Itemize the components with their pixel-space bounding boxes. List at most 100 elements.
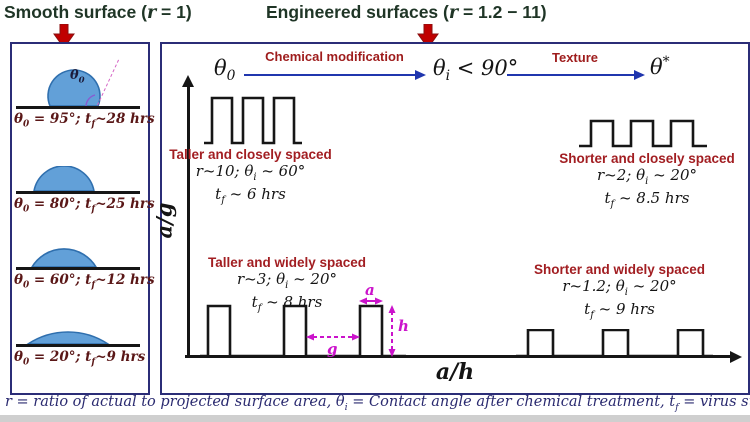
title-engineered-text: Engineered surfaces ( (266, 2, 449, 22)
theta-sup: * (662, 54, 670, 70)
theta-glyph: θ (214, 56, 227, 80)
quadrant-title: Shorter and widely spaced (533, 262, 706, 277)
caption-sub: f (91, 204, 96, 215)
droplet-caption-60: θ0 = 60°; tf~12 hrs (14, 272, 155, 291)
wave-shorter-widely-spaced (516, 329, 713, 358)
t-sub: f (257, 303, 262, 314)
dim-label-h: h (398, 317, 409, 335)
footnote-seg: = virus survival time (683, 394, 750, 410)
r-seg: r~10; θ (195, 162, 254, 180)
quadrant-r-line: r~10; θi ~ 60° (168, 163, 333, 186)
caption-sub: 0 (23, 204, 30, 215)
r-seg: ~ 60° (256, 162, 306, 180)
droplet-caption-80: θ0 = 80°; tf~25 hrs (14, 196, 155, 215)
r-sub: i (645, 176, 649, 187)
quadrant-title: Taller and widely spaced (207, 255, 367, 270)
theta-glyph: θ (433, 56, 446, 80)
r-seg: ~ 20° (648, 166, 697, 184)
caption-seg: θ (14, 349, 24, 365)
footnote: r = ratio of actual to projected surface… (5, 394, 750, 413)
dimension-arrows-icon (306, 297, 396, 357)
texture-label: Texture (552, 50, 598, 65)
wave-taller-widely-spaced (200, 304, 406, 358)
footnote-seg: r = ratio of actual to projected surface… (5, 394, 345, 410)
droplet-95-icon (47, 69, 101, 107)
caption-seg: ~25 hrs (95, 196, 155, 212)
r-seg: ~ 20° (627, 277, 677, 295)
droplet-baseline (16, 191, 140, 194)
droplet-caption-20: θ0 = 20°; tf~9 hrs (14, 349, 146, 368)
droplet-80-icon (33, 166, 95, 192)
quadrant-shorter-closely-spaced: Shorter and closely spaced r~2; θi ~ 20°… (552, 150, 742, 213)
footnote-seg: = Contact angle after chemical treatment… (347, 394, 676, 410)
caption-seg: ~12 hrs (95, 272, 155, 288)
r-sub: i (285, 280, 289, 291)
r-seg: r~3; θ (236, 270, 286, 288)
droplet-baseline (16, 106, 140, 109)
droplet-20-icon (26, 331, 110, 345)
r-seg: r~2; θ (596, 166, 646, 184)
title-smooth-text: Smooth surface ( (4, 2, 147, 22)
inequality-text: < 90° (450, 56, 519, 80)
dim-label-g: g (327, 340, 338, 358)
title-smooth-value: = 1) (156, 2, 192, 22)
footnote-sub-i: i (344, 401, 348, 413)
r-seg: ~ 20° (288, 270, 337, 288)
caption-sub: f (91, 357, 96, 368)
quadrant-t-line: tf ~ 9 hrs (522, 301, 717, 324)
title-engineered-surfaces: Engineered surfaces (r = 1.2 − 11) (266, 2, 547, 23)
r-sub: i (253, 172, 257, 183)
theta-sub: 0 (226, 68, 236, 85)
quadrant-title: Shorter and closely spaced (559, 151, 735, 166)
quadrant-r-line: r~1.2; θi ~ 20° (522, 278, 717, 301)
footnote-sub-f: f (675, 401, 679, 413)
quadrant-shorter-widely-spaced: Shorter and widely spaced r~1.2; θi ~ 20… (522, 261, 717, 324)
t-seg: ~ 8.5 hrs (614, 189, 690, 207)
theta0-symbol: θ0 (214, 56, 235, 84)
droplet-theta-glyph: θ (70, 68, 79, 83)
quadrant-r-line: r~3; θi ~ 20° (192, 271, 382, 294)
r-sub: i (624, 287, 628, 298)
x-axis-arrowhead-icon (730, 350, 742, 363)
caption-seg: = 80°; t (29, 196, 92, 212)
t-seg: t (584, 300, 591, 318)
droplet-baseline (16, 344, 140, 347)
chemical-modification-arrow (244, 69, 426, 80)
t-seg: ~ 6 hrs (224, 185, 286, 203)
dim-label-a: a (365, 281, 375, 299)
quadrant-title: Taller and closely spaced (169, 147, 332, 162)
bottom-gray-strip (0, 415, 750, 422)
arrow-down-engineered-icon (417, 24, 439, 49)
caption-seg: θ (14, 111, 24, 127)
quadrant-t-line: tf ~ 8 hrs (192, 294, 382, 317)
caption-seg: ~9 hrs (95, 349, 146, 365)
engineered-surface-panel (160, 42, 750, 395)
arrow-down-smooth-icon (53, 24, 75, 49)
t-seg: t (215, 185, 222, 203)
t-sub: f (221, 195, 225, 206)
title-engineered-value: = 1.2 − 11) (458, 2, 547, 22)
chemical-modification-label: Chemical modification (265, 49, 404, 64)
r-seg: r~1.2; θ (562, 277, 625, 295)
caption-seg: ~28 hrs (95, 111, 155, 127)
caption-seg: θ (14, 196, 24, 212)
droplet-angle-symbol: θ0 (70, 68, 85, 86)
caption-sub: f (91, 280, 96, 291)
theta-i-symbol: θi < 90° (433, 56, 518, 84)
droplet-caption-95: θ0 = 95°; tf~28 hrs (14, 111, 155, 130)
caption-sub: 0 (23, 280, 30, 291)
t-sub: f (610, 199, 615, 210)
caption-sub: 0 (23, 357, 30, 368)
title-smooth-var-r: r (146, 3, 157, 23)
x-axis-line (185, 355, 733, 358)
t-seg: t (604, 189, 611, 207)
t-seg: ~ 9 hrs (593, 300, 655, 318)
droplet-theta-sub: 0 (78, 75, 85, 86)
quadrant-t-line: tf ~ 8.5 hrs (552, 190, 742, 213)
theta-sub: i (445, 68, 451, 85)
wave-taller-closely-spaced (204, 96, 302, 145)
quadrant-taller-widely-spaced: Taller and widely spaced r~3; θi ~ 20° t… (192, 254, 382, 317)
caption-seg: = 60°; t (29, 272, 92, 288)
title-engineered-var-r: r (448, 3, 459, 23)
